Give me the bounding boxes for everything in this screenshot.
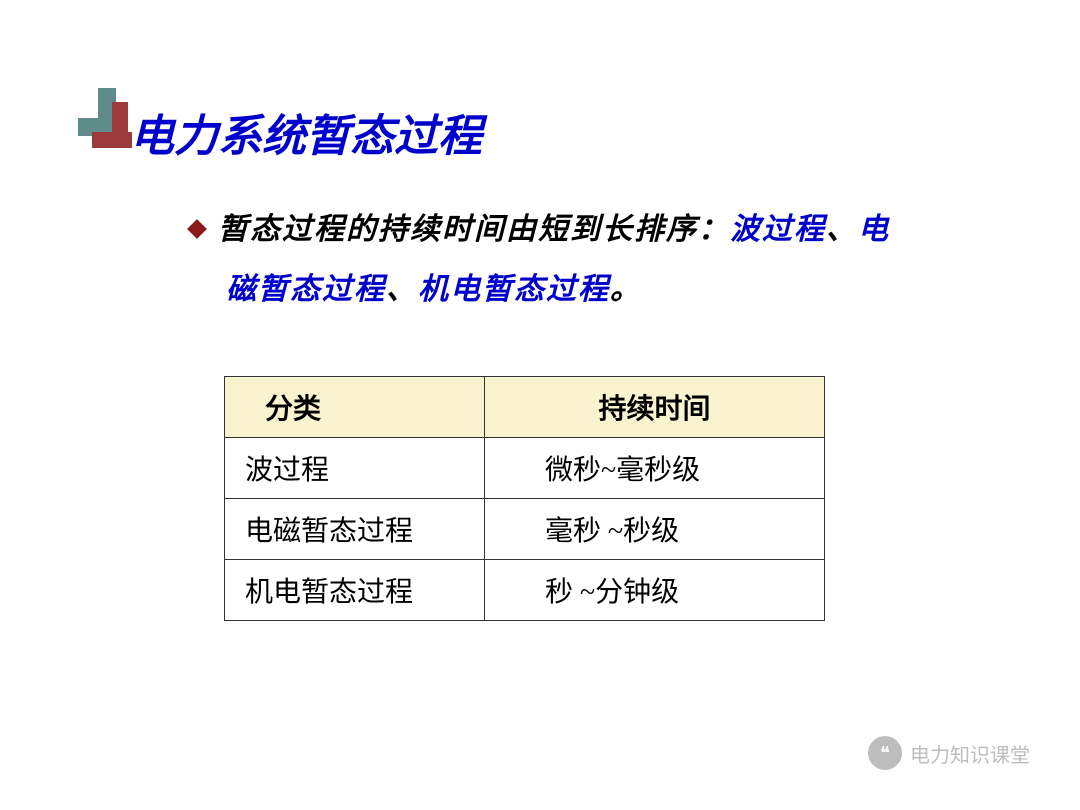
watermark: ❝ 电力知识课堂 bbox=[868, 736, 1030, 770]
bullet-highlight: 机电暂态过程 bbox=[418, 273, 610, 306]
bullet-line: 暂态过程的持续时间由短到长排序：波过程、电 bbox=[190, 200, 1020, 260]
table-header-row: 分类 持续时间 bbox=[225, 377, 825, 438]
bullet-sep: 、 bbox=[826, 213, 858, 246]
bullet-tail: 。 bbox=[610, 273, 642, 306]
bullet-highlight: 波过程 bbox=[730, 213, 826, 246]
decoration-bar bbox=[92, 132, 132, 148]
table-cell: 波过程 bbox=[225, 438, 485, 499]
table-row: 机电暂态过程 秒 ~分钟级 bbox=[225, 560, 825, 621]
table-header: 分类 bbox=[225, 377, 485, 438]
bullet-prefix: 暂态过程的持续时间由短到长排序： bbox=[218, 213, 730, 246]
table-cell: 毫秒 ~秒级 bbox=[485, 499, 825, 560]
wechat-icon: ❝ bbox=[868, 736, 902, 770]
table-row: 电磁暂态过程 毫秒 ~秒级 bbox=[225, 499, 825, 560]
classification-table: 分类 持续时间 波过程 微秒~毫秒级 电磁暂态过程 毫秒 ~秒级 机电暂态过程 … bbox=[224, 376, 825, 621]
slide: 电力系统暂态过程 暂态过程的持续时间由短到长排序：波过程、电 磁暂态过程、机电暂… bbox=[0, 0, 1080, 810]
table-cell: 机电暂态过程 bbox=[225, 560, 485, 621]
bullet-block: 暂态过程的持续时间由短到长排序：波过程、电 磁暂态过程、机电暂态过程。 bbox=[190, 200, 1020, 320]
title-decoration bbox=[78, 88, 138, 158]
table-header: 持续时间 bbox=[485, 377, 825, 438]
table-cell: 秒 ~分钟级 bbox=[485, 560, 825, 621]
bullet-highlight: 电 bbox=[858, 213, 890, 246]
icon-glyph: ❝ bbox=[880, 743, 890, 764]
table-cell: 电磁暂态过程 bbox=[225, 499, 485, 560]
bullet-highlight: 磁暂态过程 bbox=[226, 273, 386, 306]
slide-title: 电力系统暂态过程 bbox=[130, 100, 482, 164]
table: 分类 持续时间 波过程 微秒~毫秒级 电磁暂态过程 毫秒 ~秒级 机电暂态过程 … bbox=[224, 376, 825, 621]
table-cell: 微秒~毫秒级 bbox=[485, 438, 825, 499]
diamond-bullet-icon bbox=[187, 219, 207, 239]
bullet-line: 磁暂态过程、机电暂态过程。 bbox=[190, 260, 1020, 320]
watermark-text: 电力知识课堂 bbox=[910, 739, 1030, 768]
table-row: 波过程 微秒~毫秒级 bbox=[225, 438, 825, 499]
bullet-sep: 、 bbox=[386, 273, 418, 306]
